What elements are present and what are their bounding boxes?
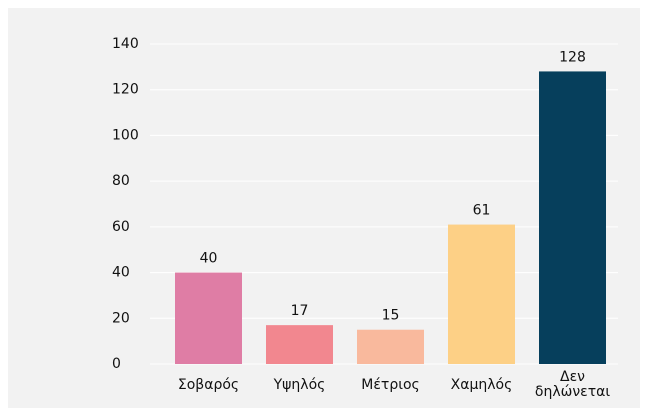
y-tick-label: 20 — [112, 310, 130, 326]
y-tick-label: 80 — [112, 173, 130, 189]
bar — [266, 325, 333, 364]
x-tick-label: Χαμηλός — [451, 377, 513, 393]
y-tick-label: 140 — [112, 36, 139, 52]
value-label: 128 — [559, 49, 586, 65]
bar — [539, 71, 606, 364]
value-label: 17 — [291, 303, 309, 319]
y-tick-label: 40 — [112, 265, 130, 281]
x-tick-label: Σοβαρός — [178, 377, 239, 393]
value-label: 40 — [200, 251, 218, 267]
bar — [448, 224, 515, 364]
y-tick-label: 100 — [112, 127, 139, 143]
value-label: 61 — [473, 203, 491, 219]
bar — [357, 329, 424, 364]
x-tick-label: Υψηλός — [273, 377, 326, 393]
y-tick-label: 120 — [112, 82, 139, 98]
x-tick-label: Μέτριος — [361, 377, 419, 393]
y-tick-label: 60 — [112, 219, 130, 235]
bar — [175, 272, 242, 364]
x-tick-label: Δεν δηλώνεται — [535, 369, 610, 400]
value-label: 15 — [382, 308, 400, 324]
y-tick-label: 0 — [112, 356, 121, 372]
